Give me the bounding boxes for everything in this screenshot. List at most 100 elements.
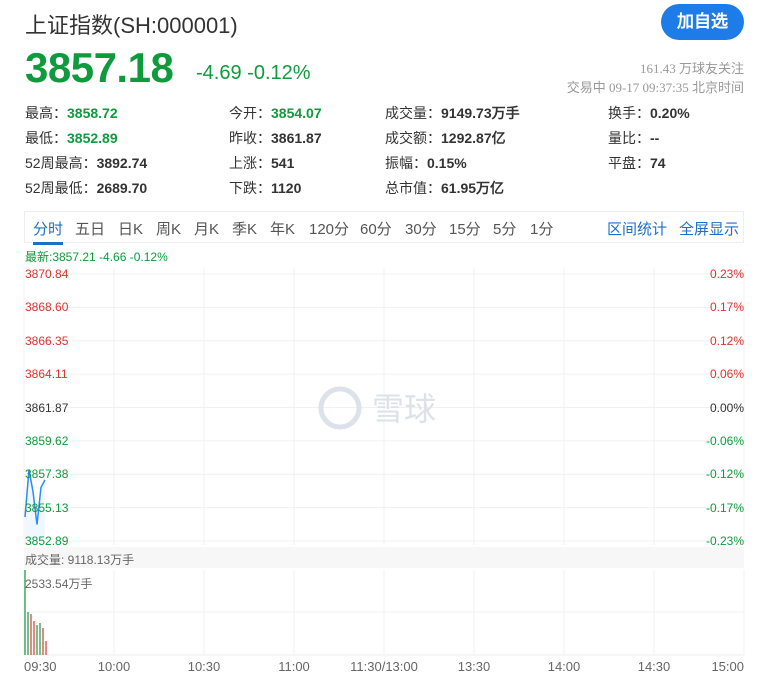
watermark-text: 雪球 (372, 390, 436, 428)
volume-header-band (24, 547, 744, 568)
pct-tick: 0.06% (709, 367, 744, 382)
tab-1[interactable]: 五日 (75, 221, 106, 238)
price-line (24, 469, 46, 525)
quote-item: 成交量：9149.73万手 (385, 103, 520, 123)
chart-tabs: 分时 五日 日K 周K 月K 季K 年K 120分 60分 30分 15分 5分 1分 区间统计 全屏显示 (24, 211, 744, 245)
quote-label: 下跌： (229, 180, 271, 196)
trading-status: 交易中 09-17 09:37:35 北京时间 (566, 80, 744, 95)
tab-4[interactable]: 月K (194, 221, 220, 238)
quote-label: 52周最高： (25, 155, 97, 171)
quote-value: 3854.07 (271, 105, 322, 121)
quote-value: 9149.73万手 (441, 105, 520, 121)
tab-10[interactable]: 15分 (449, 221, 481, 238)
quote-label: 上涨： (229, 155, 271, 171)
quote-label: 52周最低： (25, 180, 97, 196)
pct-tick: -0.12% (705, 467, 744, 482)
price-tick: 3857.38 (25, 467, 69, 482)
tab-5[interactable]: 季K (232, 221, 258, 238)
pct-tick: 0.12% (709, 333, 744, 348)
quote-value: 2689.70 (96, 180, 148, 196)
quote-item: 今开：3854.07 (229, 103, 322, 123)
quote-item: 总市值：61.95万亿 (385, 178, 504, 198)
quote-item: 量比：-- (608, 128, 659, 148)
time-label: 10:30 (187, 659, 221, 674)
tab-7[interactable]: 120分 (309, 221, 350, 238)
time-label: 11:30/13:00 (350, 659, 418, 674)
quote-value: 74 (650, 155, 666, 171)
price-tick: 3864.11 (25, 367, 68, 382)
quote-label: 平盘： (608, 155, 650, 171)
tab-9[interactable]: 30分 (405, 221, 437, 238)
price-tick: 3868.60 (25, 300, 69, 315)
quote-item: 下跌：1120 (229, 178, 301, 198)
quote-value: 3861.87 (271, 130, 322, 146)
tab-2[interactable]: 日K (118, 221, 144, 238)
quote-item: 振幅：0.15% (385, 153, 467, 173)
quote-value: 3892.74 (96, 155, 148, 171)
quote-value: 1292.87亿 (441, 130, 506, 146)
quote-item: 52周最低：2689.70 (25, 178, 147, 198)
current-price: 3857.18 (25, 44, 174, 91)
followers-count: 161.43 万球友关注 (639, 61, 744, 76)
quote-label: 总市值： (385, 180, 441, 196)
quote-item: 52周最高：3892.74 (25, 153, 147, 173)
latest-price-line: 最新:3857.21 -4.66 -0.12% (25, 250, 168, 264)
price-tick: 3866.35 (25, 333, 69, 348)
tab-3[interactable]: 周K (156, 221, 182, 238)
change-percent: -0.12% (247, 62, 311, 84)
pct-tick: 0.23% (709, 267, 744, 281)
price-area (25, 469, 45, 541)
quote-item: 换手：0.20% (608, 103, 690, 123)
quote-value: 3852.89 (67, 130, 118, 146)
quote-item: 成交额：1292.87亿 (385, 128, 506, 148)
stock-title: 上证指数(SH:000001) (25, 13, 238, 38)
xueqiu-watermark-logo (318, 386, 362, 430)
quote-value: 0.20% (650, 105, 690, 121)
quote-label: 振幅： (385, 155, 427, 171)
quote-label: 成交额： (385, 130, 441, 146)
price-tick: 3861.87 (25, 400, 69, 415)
quote-item: 昨收：3861.87 (229, 128, 322, 148)
time-label: 11:00 (278, 659, 310, 674)
fullscreen-link[interactable]: 全屏显示 (679, 221, 740, 238)
tab-0[interactable]: 分时 (33, 218, 64, 245)
quote-item: 最低：3852.89 (25, 128, 118, 148)
quote-item: 平盘：74 (608, 153, 666, 173)
time-label: 14:30 (637, 659, 671, 674)
change-value: -4.69 (196, 62, 242, 84)
quote-label: 最高： (25, 105, 67, 121)
quote-value: -- (650, 130, 660, 146)
quote-value: 3858.72 (67, 105, 118, 121)
price-change: -4.69 -0.12% (196, 62, 311, 85)
price-tick: 3859.62 (25, 433, 69, 448)
time-label: 10:00 (97, 659, 131, 674)
quote-item: 最高：3858.72 (25, 103, 118, 123)
quote-value: 61.95万亿 (441, 180, 505, 196)
tab-8[interactable]: 60分 (360, 221, 392, 238)
price-tick: 3855.13 (25, 500, 69, 515)
quote-label: 量比： (608, 130, 650, 146)
quote-label: 换手： (608, 105, 650, 121)
volume-max: 2533.54万手 (25, 577, 93, 591)
pct-tick: -0.23% (705, 534, 744, 548)
pct-tick: 0.17% (709, 300, 744, 315)
interval-stats-link[interactable]: 区间统计 (607, 221, 668, 238)
tab-12[interactable]: 1分 (530, 221, 554, 238)
quote-label: 今开： (229, 105, 271, 121)
volume-total: 成交量: 9118.13万手 (25, 553, 135, 567)
add-watchlist-button[interactable]: 加自选 (661, 4, 744, 40)
quote-value: 1120 (271, 180, 302, 196)
quote-label: 昨收： (229, 130, 271, 146)
quote-label: 最低： (25, 130, 67, 146)
tab-6[interactable]: 年K (270, 221, 296, 238)
tab-11[interactable]: 5分 (493, 221, 517, 238)
price-tick: 3852.89 (25, 534, 69, 548)
time-label: 09:30 (24, 659, 57, 674)
time-label: 14:00 (547, 659, 581, 674)
quote-value: 0.15% (427, 155, 467, 171)
pct-tick: -0.06% (705, 433, 744, 448)
price-tick: 3870.84 (25, 267, 69, 281)
quote-item: 上涨：541 (229, 153, 294, 173)
pct-tick: 0.00% (709, 400, 744, 415)
